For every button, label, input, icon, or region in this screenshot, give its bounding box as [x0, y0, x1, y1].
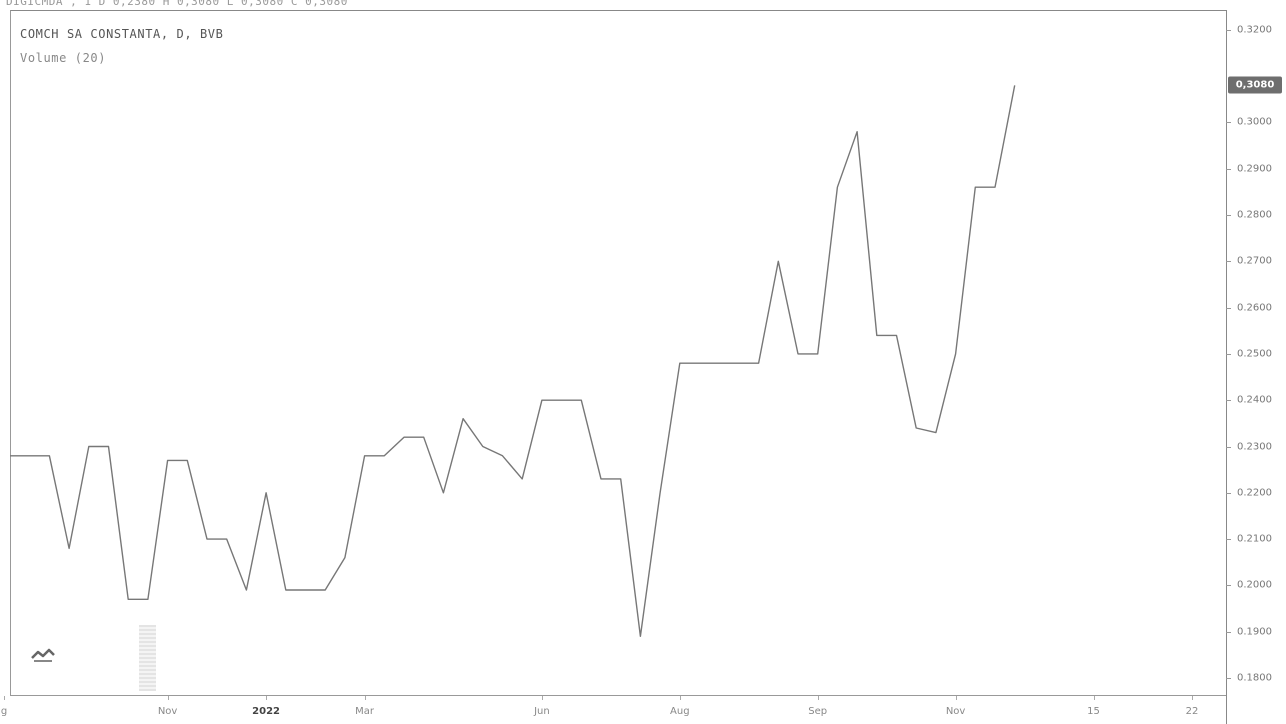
x-tick-mark — [541, 696, 543, 700]
x-tick-label: Nov — [945, 706, 966, 717]
y-tick-label: 0.2300 — [1237, 441, 1272, 452]
x-tick-label: Nov — [157, 706, 178, 717]
x-tick-mark — [955, 696, 957, 700]
y-tick-mark — [1226, 492, 1231, 494]
y-tick-label: 0.3000 — [1237, 116, 1272, 128]
chart-frame — [10, 10, 1226, 696]
y-tick-mark — [1226, 122, 1231, 124]
y-tick-mark — [1226, 215, 1231, 216]
y-tick-label: 0.2100 — [1237, 533, 1272, 545]
y-tick-label: 0.2400 — [1237, 394, 1272, 406]
volume-bar — [139, 625, 156, 691]
y-tick-label: 0.3200 — [1237, 24, 1272, 36]
y-tick-mark — [1226, 446, 1231, 448]
x-tick-label: Mar — [355, 706, 375, 717]
volume-indicator-label[interactable]: Volume (20) — [20, 51, 107, 65]
x-tick-mark — [4, 696, 5, 700]
x-tick-mark — [266, 696, 268, 700]
x-tick-mark — [1192, 696, 1193, 700]
x-tick-label: g — [0, 706, 8, 717]
y-tick-label: 0.2800 — [1237, 209, 1272, 221]
y-tick-mark — [1226, 539, 1231, 541]
price-axis-line — [1226, 10, 1227, 724]
price-line[interactable] — [10, 85, 1016, 637]
x-tick-label: 15 — [1087, 706, 1100, 717]
tradingview-logo-icon[interactable] — [30, 645, 56, 665]
x-tick-mark — [817, 696, 819, 700]
x-tick-label: 22 — [1185, 706, 1199, 717]
x-tick-mark — [167, 696, 169, 700]
y-tick-mark — [1226, 585, 1231, 587]
x-tick-label: Jun — [534, 706, 550, 717]
x-tick-mark — [1093, 696, 1095, 700]
x-tick-mark — [679, 696, 681, 700]
y-tick-mark — [1226, 168, 1231, 170]
y-tick-label: 0.1900 — [1237, 626, 1272, 638]
last-price-badge: 0,3080 — [1228, 76, 1282, 94]
y-tick-mark — [1226, 353, 1231, 355]
y-tick-mark — [1226, 631, 1231, 633]
y-tick-mark — [1226, 307, 1231, 309]
x-tick-mark — [364, 696, 366, 700]
y-tick-mark — [1226, 678, 1231, 679]
y-tick-mark — [1226, 29, 1231, 31]
x-tick-label: Sep — [808, 706, 828, 717]
y-tick-label: 0.2500 — [1237, 348, 1272, 360]
y-tick-mark — [1226, 400, 1231, 402]
y-tick-label: 0.2600 — [1237, 302, 1272, 314]
y-tick-mark — [1226, 261, 1231, 263]
x-tick-label: 2022 — [252, 706, 281, 717]
y-tick-label: 0.2700 — [1237, 255, 1272, 267]
x-tick-label: Aug — [670, 706, 690, 717]
y-tick-label: 0.2900 — [1237, 163, 1272, 175]
y-tick-label: 0.1800 — [1237, 672, 1272, 684]
header-info: DIGICMDA , 1 D 0,2380 H 0,3080 L 0,3080 … — [6, 0, 348, 8]
y-tick-label: 0.2000 — [1237, 579, 1272, 591]
y-tick-label: 0.2200 — [1237, 487, 1272, 499]
symbol-title[interactable]: COMCH SA CONSTANTA, D, BVB — [20, 27, 224, 41]
